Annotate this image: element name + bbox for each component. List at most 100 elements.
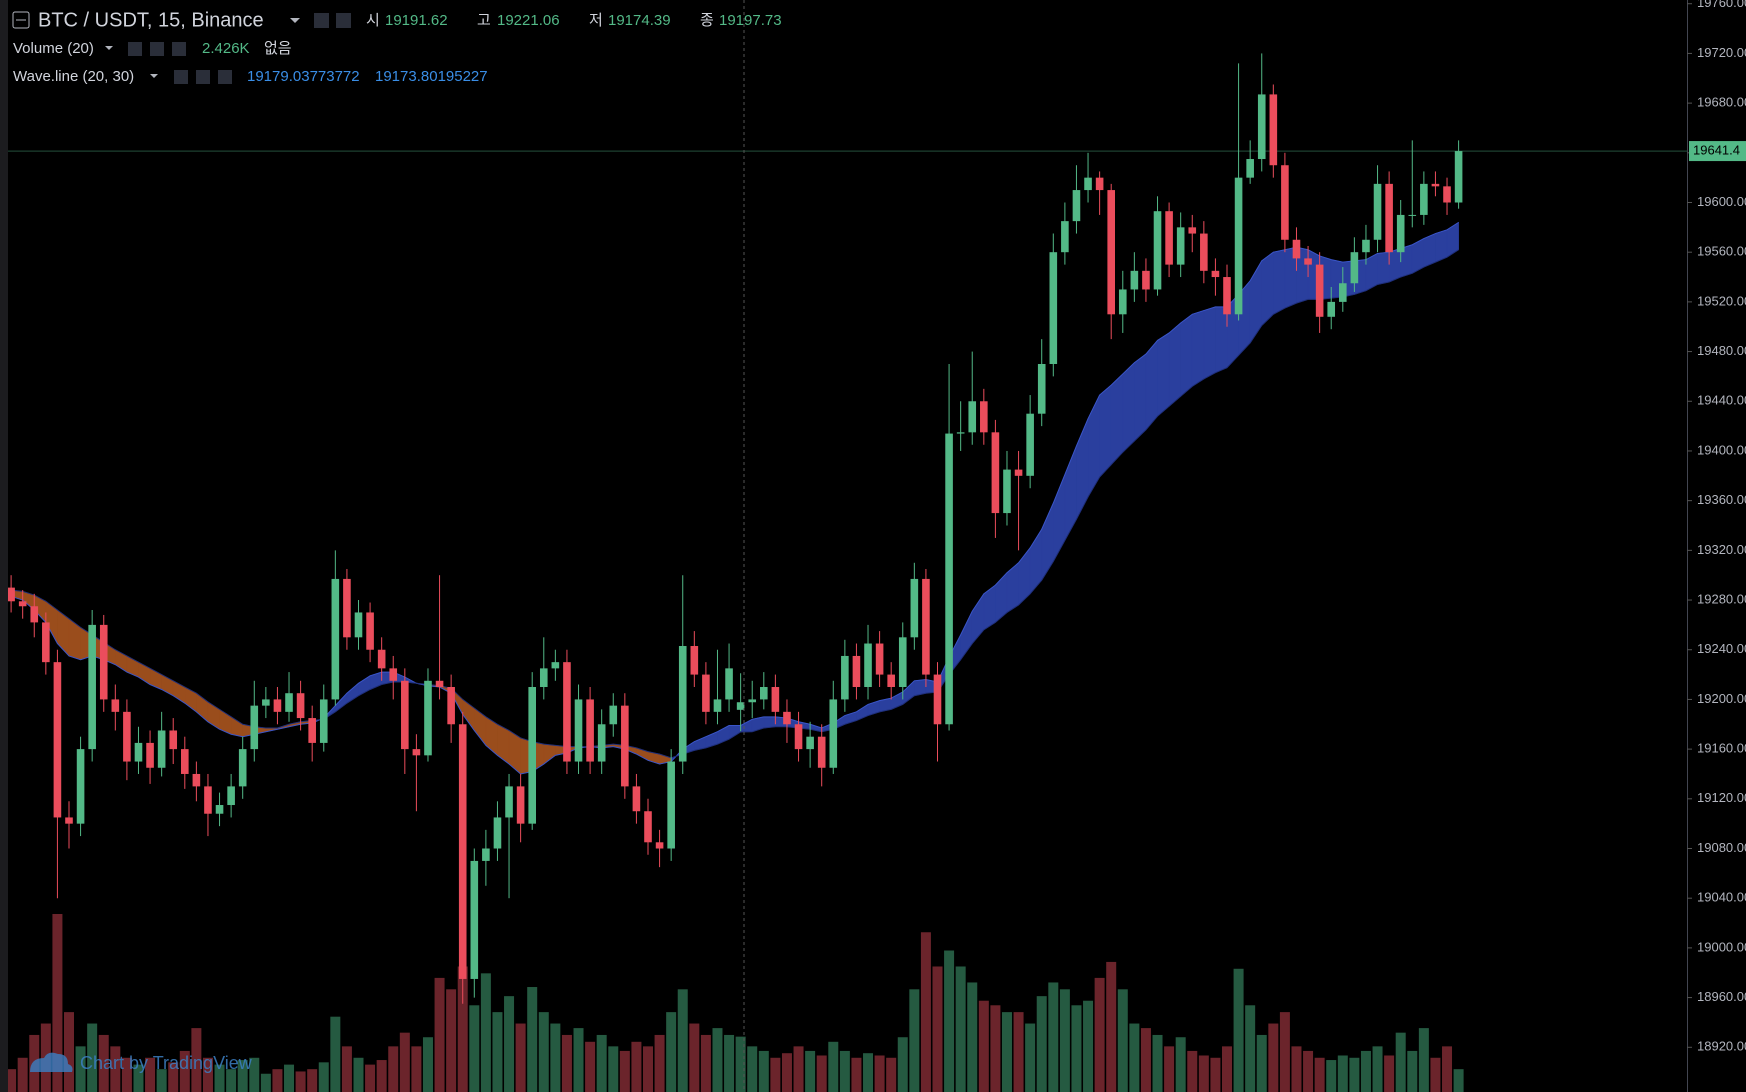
candle-body — [389, 668, 398, 681]
candle-body — [1118, 289, 1127, 315]
candle-body — [922, 578, 930, 675]
ohlc-value: 19191.62 — [385, 12, 448, 29]
volume-bar — [202, 1057, 213, 1092]
last-price-label: 19641.4 — [1693, 143, 1740, 158]
candle-body — [1014, 469, 1023, 476]
candle-body — [1176, 227, 1185, 265]
candle-body — [65, 817, 73, 824]
volume-bar — [1001, 1012, 1012, 1092]
candle-body — [655, 842, 664, 849]
candle-body — [505, 786, 513, 818]
volume-bar — [98, 1034, 109, 1092]
volume-bar — [284, 1064, 295, 1092]
candle-body — [667, 761, 675, 849]
watermark-logo — [30, 1052, 73, 1072]
candle-body — [123, 711, 131, 762]
volume-bar — [480, 973, 491, 1092]
candle-body — [1315, 264, 1324, 317]
candle-body — [458, 724, 467, 979]
volume-bar — [932, 966, 943, 1092]
candle-body — [1037, 364, 1046, 414]
candle-body — [609, 705, 618, 725]
candle-body — [1246, 159, 1254, 178]
volume-bar — [770, 1057, 781, 1092]
tool-icon[interactable] — [218, 70, 232, 84]
candle-body — [574, 699, 583, 762]
volume-bar — [1152, 1034, 1163, 1092]
volume-bar — [214, 1064, 225, 1092]
volume-bar — [1036, 996, 1047, 1092]
candle-body — [621, 705, 629, 787]
y-tick-label: 19360.00 — [1697, 492, 1746, 507]
wave-band — [1110, 373, 1124, 466]
volume-bar — [1279, 1012, 1290, 1092]
y-tick-label: 19160.00 — [1697, 741, 1746, 756]
tool-icon[interactable] — [314, 13, 329, 28]
candle-body — [713, 699, 722, 712]
volume-bar — [654, 1034, 665, 1092]
tool-icon[interactable] — [196, 70, 210, 84]
candle-body — [1095, 177, 1104, 191]
volume-bar — [781, 1053, 792, 1092]
candle-body — [435, 680, 444, 688]
candle-body — [424, 680, 432, 756]
volume-bar — [422, 1037, 433, 1092]
tool-icon[interactable] — [150, 42, 164, 56]
volume-bar — [585, 1041, 596, 1092]
tool-icon[interactable] — [336, 13, 351, 28]
candle-body — [817, 736, 826, 768]
wave-band — [1122, 362, 1135, 453]
candle-body — [319, 699, 328, 743]
volume-bar — [897, 1037, 908, 1092]
candle-body — [1107, 190, 1115, 315]
volume-bar — [1430, 1057, 1441, 1092]
dropdown-caret[interactable] — [290, 18, 300, 23]
dropdown-caret[interactable] — [105, 46, 113, 50]
candle-body — [887, 674, 895, 688]
volume-bar — [1360, 1050, 1371, 1092]
volume-status: 없음 — [264, 40, 292, 57]
tool-icon[interactable] — [174, 70, 188, 84]
dropdown-caret[interactable] — [150, 74, 158, 78]
candle-body — [215, 805, 224, 814]
tool-icon[interactable] — [128, 42, 142, 56]
volume-bar — [168, 1062, 179, 1092]
volume-bar — [515, 1023, 526, 1092]
plot-area — [8, 53, 1687, 1092]
y-tick-label: 18920.00 — [1697, 1039, 1746, 1054]
collapse-icon[interactable] — [12, 11, 30, 29]
price-axis — [1687, 0, 1746, 1092]
volume-bar — [805, 1050, 816, 1092]
candle-body — [760, 687, 768, 700]
candle-body — [401, 680, 409, 750]
volume-bar — [17, 1057, 28, 1092]
volume-bar — [133, 1064, 144, 1092]
volume-bar — [434, 977, 445, 1092]
volume-bar — [793, 1046, 804, 1092]
y-tick-label: 19000.00 — [1697, 939, 1746, 954]
candle-body — [157, 730, 166, 768]
candle-body — [76, 749, 85, 824]
volume-bar — [851, 1057, 862, 1092]
volume-bar — [1175, 1037, 1186, 1092]
volume-bar — [399, 1032, 410, 1092]
volume-bar — [353, 1057, 364, 1092]
volume-bar — [1303, 1050, 1314, 1092]
volume-bar — [272, 1069, 283, 1092]
candle-body — [771, 687, 780, 712]
volume-bar — [237, 1060, 248, 1092]
tool-icon[interactable] — [172, 42, 186, 56]
volume-bar — [365, 1064, 376, 1092]
candle-body — [366, 612, 374, 650]
candle-body — [528, 687, 536, 824]
candle-body — [88, 624, 96, 750]
volume-bar — [1395, 1032, 1406, 1092]
candle-body — [470, 860, 479, 979]
y-tick-label: 19560.00 — [1697, 244, 1746, 259]
candle-body — [493, 817, 502, 849]
candle-body — [956, 432, 965, 434]
wave-band — [1215, 306, 1228, 374]
wave-band — [1388, 248, 1401, 283]
volume-bar — [1210, 1057, 1221, 1092]
volume-bar — [145, 1057, 156, 1092]
